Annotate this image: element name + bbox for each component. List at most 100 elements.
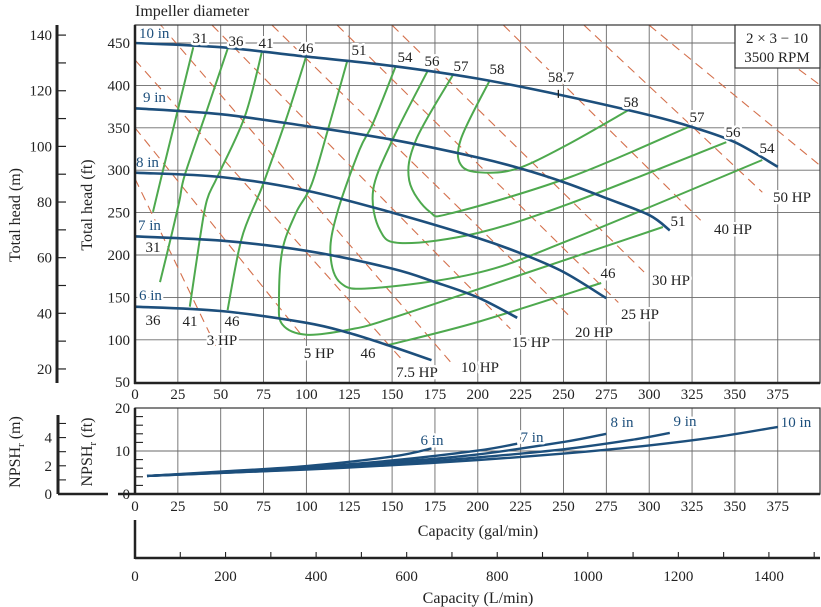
npsh-curve-label: 8 in (611, 415, 634, 431)
x-tick-label-gpm: 75 (256, 387, 271, 403)
power-line (583, 25, 763, 193)
x-tick-label-gpm: 125 (338, 387, 361, 403)
x-tick-label-gpm: 325 (681, 387, 704, 403)
npsh-x-tick-label-gpm: 150 (381, 499, 404, 515)
head-curve (135, 107, 671, 232)
x-tick-label-gpm: 275 (595, 387, 618, 403)
power-line (160, 25, 451, 363)
lmin-tick-label: 600 (395, 569, 418, 585)
npsh-x-tick-label-gpm: 250 (552, 499, 575, 515)
y-tick-label-ft: 450 (108, 36, 131, 52)
efficiency-label: 51 (671, 214, 686, 230)
npsh-x-tick-label-gpm: 375 (767, 499, 790, 515)
efficiency-label: 58 (490, 62, 505, 78)
efficiency-label: 41 (259, 36, 274, 52)
power-line (135, 127, 306, 340)
x-tick-label-gpm: 375 (767, 387, 790, 403)
efficiency-label: 31 (193, 31, 208, 47)
y-tick-label-ft: 400 (108, 78, 131, 94)
efficiency-label: 57 (690, 110, 706, 126)
x-tick-label-gpm: 200 (467, 387, 490, 403)
npsh-x-tick-label-gpm: 25 (170, 499, 185, 515)
x-tick-label-gpm: 250 (552, 387, 575, 403)
y-tick-label-ft: 50 (115, 375, 130, 391)
npsh-x-tick-label-gpm: 50 (213, 499, 228, 515)
y-tick-label-ft: 250 (108, 206, 131, 222)
efficiency-label: 46 (299, 41, 315, 57)
npsh-x-tick-label-gpm: 125 (338, 499, 361, 515)
power-line-label: 3 HP (207, 333, 237, 349)
npsh-x-tick-label-gpm: 75 (256, 499, 271, 515)
power-line (336, 25, 619, 303)
efficiency-contour (226, 55, 308, 311)
head-curve (135, 41, 779, 168)
y-tick-label-ft: 350 (108, 121, 131, 137)
npsh-curve-label: 6 in (421, 433, 444, 449)
npsh-curve-label: 10 in (781, 415, 812, 431)
lmin-tick-label: 1400 (754, 569, 784, 585)
efficiency-label: 46 (601, 266, 617, 282)
efficiency-label: 46 (361, 346, 377, 362)
y-tick-label-ft: 150 (108, 290, 131, 306)
power-line-label: 30 HP (652, 273, 690, 289)
y-tick-label-m: 120 (30, 84, 53, 100)
main-annotations: 10 in 9 in 8 in 7 in 6 in 31 31 36 36 41 41 46 46 51 5… (134, 24, 814, 384)
x-tick-label-gpm: 350 (724, 387, 747, 403)
x-tick-label-gpm: 25 (170, 387, 185, 403)
efficiency-contour (152, 46, 195, 213)
y-tick-label-ft: 100 (108, 333, 131, 349)
pump-speed: 3500 RPM (744, 50, 809, 66)
efficiency-label: 56 (425, 54, 441, 70)
efficiency-label: 36 (229, 34, 245, 50)
npsh-tick-label-ft: 0 (123, 487, 131, 503)
efficiency-label: 41 (183, 314, 198, 330)
y-tick-label-ft: 300 (108, 163, 131, 179)
efficiency-label: 54 (760, 141, 776, 157)
npsh-x-tick-label-gpm: 0 (131, 499, 139, 515)
npsh-x-tick-label-gpm: 200 (467, 499, 490, 515)
pump-model: 2 × 3 − 10 (746, 31, 808, 47)
y-tick-label-m: 140 (30, 28, 53, 44)
power-line-label: 40 HP (714, 222, 752, 238)
x-tick-label-gpm: 100 (295, 387, 318, 403)
head-curve-label: 6 in (139, 288, 162, 304)
npsh-curve-label: 7 in (521, 430, 544, 446)
y-axis-label-m: Total head (m) (7, 168, 24, 262)
power-line (271, 25, 573, 319)
efficiency-contour (159, 48, 229, 283)
npsh-tick-label-m: 2 (45, 459, 53, 475)
npsh-x-tick-label-gpm: 100 (295, 499, 318, 515)
power-line-label: 50 HP (773, 190, 811, 206)
head-curve-label: 7 in (138, 218, 161, 234)
lmin-tick-label: 800 (486, 569, 509, 585)
head-curve-label: 8 in (136, 155, 159, 171)
x-tick-label-gpm: 0 (131, 387, 139, 403)
head-curve-label: 10 in (139, 26, 170, 42)
efficiency-label: 31 (146, 240, 161, 256)
y-tick-label-m: 80 (37, 195, 52, 211)
efficiency-contour (277, 59, 664, 336)
head-curve (135, 305, 432, 362)
y-tick-label-ft: 200 (108, 248, 131, 264)
npsh-curve (146, 447, 432, 478)
npsh-x-tick-label-gpm: 275 (595, 499, 618, 515)
power-line (135, 178, 217, 346)
x-axis-label-lmin: Capacity (L/min) (423, 590, 534, 607)
npsh-ft-unit: (ft) (79, 417, 96, 441)
npsh-x-tick-label-gpm: 175 (424, 499, 447, 515)
npsh-tick-label-m: 4 (45, 431, 53, 447)
efficiency-contours (152, 46, 763, 346)
lmin-tick-label: 1200 (663, 569, 693, 585)
efficiency-contour (329, 66, 763, 290)
power-line-label: 15 HP (512, 335, 550, 351)
head-curves (135, 41, 779, 362)
y-axis-label-ft: Total head (ft) (79, 159, 96, 250)
lmin-tick-label: 0 (131, 569, 139, 585)
npsh-curve-label: 9 in (674, 414, 697, 430)
npsh-m-sub: r (15, 443, 27, 447)
power-line-label: 25 HP (621, 307, 659, 323)
npsh-x-tick-label-gpm: 350 (724, 499, 747, 515)
npsh-tick-label-m: 0 (45, 487, 53, 503)
x-tick-label-gpm: 150 (381, 387, 404, 403)
